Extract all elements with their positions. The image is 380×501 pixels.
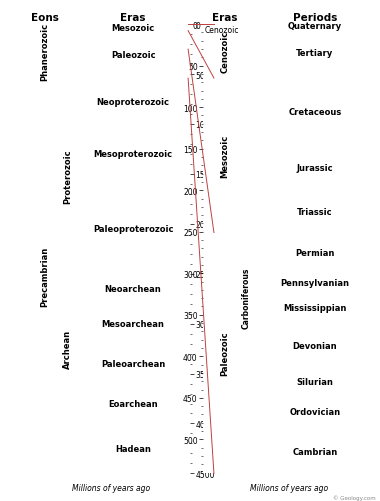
Text: Millions of years ago: Millions of years ago [250,483,328,492]
Text: Mesozoic: Mesozoic [221,134,230,177]
Text: Paleoarchean: Paleoarchean [101,359,165,368]
Text: Cambrian: Cambrian [292,447,337,456]
Text: Carboniferous: Carboniferous [242,267,250,328]
Text: Ordovician: Ordovician [290,407,340,416]
Text: Precambrian: Precambrian [40,246,49,306]
Text: Cenozoic: Cenozoic [205,26,239,35]
Text: Millions of years ago: Millions of years ago [72,483,150,492]
Text: Paleozoic: Paleozoic [221,331,230,376]
Text: Neoarchean: Neoarchean [105,285,162,294]
Text: Pennsylvanian: Pennsylvanian [280,279,350,287]
Text: Paleozoic: Paleozoic [111,51,155,60]
Text: Eras: Eras [120,13,146,23]
Text: Mesoproterozoic: Mesoproterozoic [93,150,173,159]
Text: Mesoarchean: Mesoarchean [101,320,165,329]
Text: Triassic: Triassic [297,207,333,216]
Text: Permian: Permian [295,248,335,258]
Text: Mississippian: Mississippian [283,303,347,312]
Text: Cenozoic: Cenozoic [221,31,230,73]
Text: Neoproterozoic: Neoproterozoic [97,97,169,106]
Text: Phanerozoic: Phanerozoic [40,23,49,81]
Text: Hadean: Hadean [115,444,151,453]
Text: Archean: Archean [63,329,72,368]
Text: Quaternary: Quaternary [288,22,342,31]
Text: Silurian: Silurian [296,377,333,386]
Text: Paleoproterozoic: Paleoproterozoic [93,225,173,234]
Text: Mesozoic: Mesozoic [111,24,155,33]
Text: Eons: Eons [30,13,59,23]
Text: Periods: Periods [293,13,337,23]
Text: © Geology.com: © Geology.com [334,494,376,500]
Text: Eoarchean: Eoarchean [108,399,158,408]
Text: Eras: Eras [212,13,238,23]
Text: Tertiary: Tertiary [296,49,334,58]
Text: Jurassic: Jurassic [297,163,333,172]
Text: Devonian: Devonian [293,342,337,351]
Text: Cretaceous: Cretaceous [288,108,342,117]
Text: Proterozoic: Proterozoic [63,149,72,204]
